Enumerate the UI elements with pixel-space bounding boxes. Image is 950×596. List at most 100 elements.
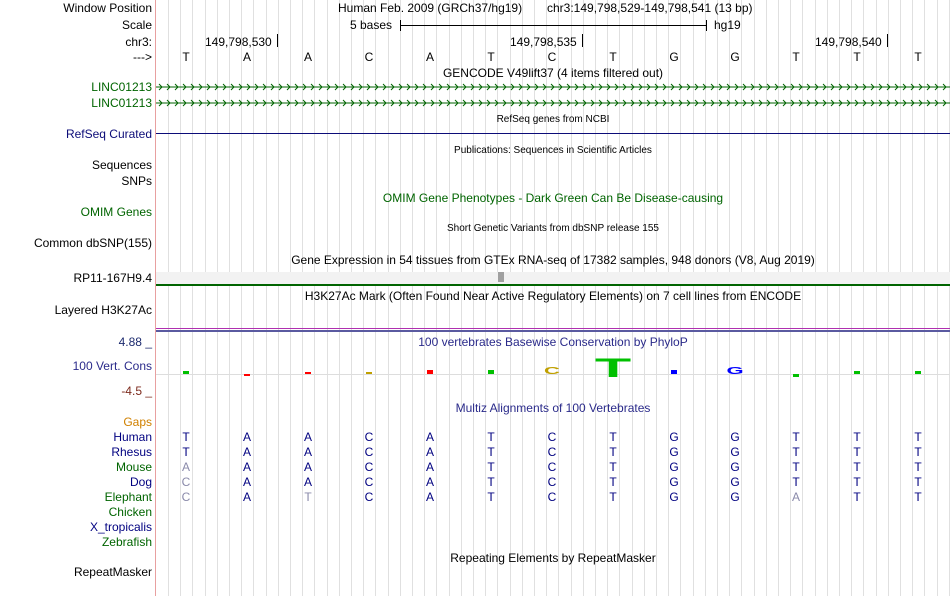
strand-chevron <box>846 99 851 107</box>
strand-chevron <box>238 83 243 91</box>
strand-chevron <box>686 99 691 107</box>
species-base: C <box>364 460 374 474</box>
strand-chevron <box>318 99 323 107</box>
strand-chevron <box>934 83 939 91</box>
species-label[interactable]: Rhesus <box>111 445 152 459</box>
strand-chevron <box>366 83 371 91</box>
species-label[interactable]: Elephant <box>104 490 152 504</box>
species-base: C <box>547 430 557 444</box>
strand-chevron <box>486 99 491 107</box>
strand-chevron <box>622 99 627 107</box>
repeatmasker-label[interactable]: RepeatMasker <box>73 565 152 579</box>
strand-chevron <box>758 99 763 107</box>
snps-label[interactable]: SNPs <box>121 174 152 188</box>
grid-line <box>266 0 267 596</box>
strand-chevron <box>398 83 403 91</box>
strand-chevron <box>486 83 491 91</box>
gencode-gene-features[interactable] <box>156 80 950 110</box>
strand-chevron <box>390 83 395 91</box>
gtex-track-title: Gene Expression in 54 tissues from GTEx … <box>291 253 815 267</box>
grid-line <box>632 0 633 596</box>
strand-chevron <box>790 83 795 91</box>
strand-chevron <box>598 99 603 107</box>
species-base: T <box>792 460 800 474</box>
label-separator <box>155 0 156 596</box>
strand-chevron <box>382 99 387 107</box>
strand-chevron <box>478 99 483 107</box>
strand-chevron <box>822 99 827 107</box>
common-dbsnp-label[interactable]: Common dbSNP(155) <box>33 236 152 250</box>
strand-chevron <box>694 99 699 107</box>
strand-chevron <box>830 99 835 107</box>
strand-chevron <box>198 83 203 91</box>
rp11-gene-label[interactable]: RP11-167H9.4 <box>73 271 153 285</box>
grid-line <box>595 0 596 596</box>
strand-chevron <box>366 99 371 107</box>
strand-chevron <box>750 83 755 91</box>
grid-line <box>900 0 901 596</box>
grid-line <box>680 0 681 596</box>
strand-chevron <box>294 83 299 91</box>
species-label[interactable]: Dog <box>129 475 152 489</box>
strand-chevron <box>654 83 659 91</box>
species-base: A <box>242 460 251 474</box>
species-base: C <box>547 490 557 504</box>
grid-line <box>546 0 547 596</box>
strand-chevron <box>174 83 179 91</box>
strand-chevron <box>614 83 619 91</box>
strand-chevron <box>454 83 459 91</box>
species-label[interactable]: Human <box>113 430 152 444</box>
species-base: G <box>669 460 679 474</box>
species-label[interactable]: Mouse <box>115 460 152 474</box>
gene-label-linc01213[interactable]: LINC01213 <box>91 80 152 94</box>
scale-bar <box>400 18 707 32</box>
strand-chevron <box>462 99 467 107</box>
refseq-gene-line[interactable] <box>156 133 950 134</box>
strand-chevron <box>742 99 747 107</box>
species-base: T <box>853 430 861 444</box>
strand-chevron <box>454 99 459 107</box>
strand-chevron <box>566 83 571 91</box>
species-base: G <box>669 430 679 444</box>
species-label[interactable]: Zebrafish <box>101 535 152 549</box>
strand-chevron <box>302 83 307 91</box>
strand-chevron <box>750 99 755 107</box>
species-base: C <box>364 475 374 489</box>
grid-line <box>253 0 254 596</box>
layered-h3k27ac-label[interactable]: Layered H3K27Ac <box>54 303 152 317</box>
strand-chevron <box>662 99 667 107</box>
strand-chevron <box>918 83 923 91</box>
strand-chevron <box>854 99 859 107</box>
position-readout[interactable]: chr3:149,798,529-149,798,541 (13 bp) <box>547 1 753 15</box>
grid-line <box>497 0 498 596</box>
strand-chevron <box>270 99 275 107</box>
refseq-curated-label[interactable]: RefSeq Curated <box>65 127 152 141</box>
strand-chevron <box>502 83 507 91</box>
grid-line <box>473 0 474 596</box>
strand-chevron <box>214 99 219 107</box>
strand-chevron <box>590 99 595 107</box>
grid-line <box>571 0 572 596</box>
strand-chevron <box>758 83 763 91</box>
omim-genes-label[interactable]: OMIM Genes <box>80 205 152 219</box>
strand-chevron <box>542 99 547 107</box>
grid-line <box>510 0 511 596</box>
strand-chevron <box>934 99 939 107</box>
reference-base: C <box>547 50 557 64</box>
species-base: A <box>425 475 434 489</box>
grid-line <box>302 0 303 596</box>
vert-cons-label[interactable]: 100 Vert. Cons <box>72 359 152 373</box>
sequences-label[interactable]: Sequences <box>91 158 152 172</box>
gtex-expression-bar[interactable] <box>156 272 950 284</box>
gene-label-linc01213[interactable]: LINC01213 <box>91 96 152 110</box>
strand-chevron <box>638 99 643 107</box>
species-base: T <box>914 445 922 459</box>
species-label[interactable]: X_tropicalis <box>89 520 152 534</box>
strand-chevron <box>918 99 923 107</box>
reference-base: A <box>425 50 434 64</box>
species-label[interactable]: Chicken <box>108 505 152 519</box>
grid-line <box>534 0 535 596</box>
species-base: G <box>669 445 679 459</box>
